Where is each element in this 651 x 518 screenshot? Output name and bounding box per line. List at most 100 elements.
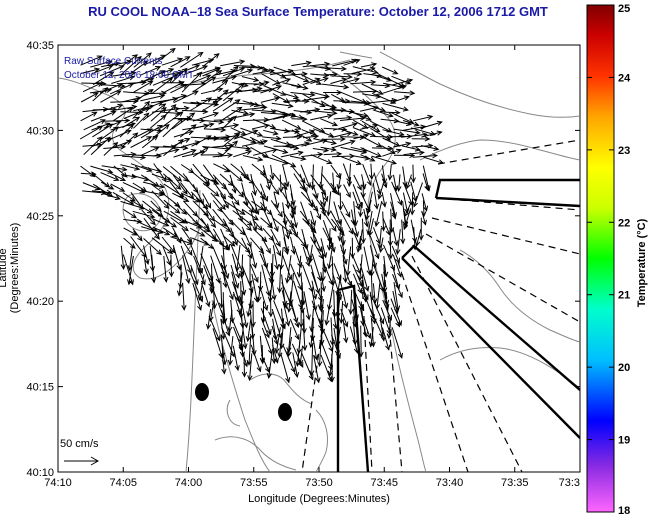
current-vector-arrow xyxy=(291,129,316,138)
current-vector-arrow xyxy=(301,138,328,147)
current-vector-arrow xyxy=(132,228,143,242)
current-vector-arrow xyxy=(163,138,184,157)
current-vector-arrow xyxy=(141,165,163,174)
current-vector-arrow xyxy=(329,353,335,383)
current-vector-arrow xyxy=(222,99,241,112)
contour-south-4 xyxy=(315,409,329,472)
current-vector-arrow xyxy=(171,112,196,130)
current-vector-arrow xyxy=(342,319,349,344)
survey-box-east xyxy=(434,178,580,208)
current-vector-arrow xyxy=(162,173,182,190)
current-vector-arrow xyxy=(200,208,217,229)
current-vector-arrow xyxy=(133,128,153,139)
current-vector-arrow xyxy=(151,190,170,210)
current-vector-arrow xyxy=(240,127,264,137)
current-vector-arrow xyxy=(123,208,138,219)
current-vector-arrow xyxy=(241,237,253,260)
current-vector-arrow xyxy=(421,210,427,226)
current-vector-arrow xyxy=(163,199,181,214)
current-vector-arrow xyxy=(273,191,280,209)
current-vector-arrow xyxy=(333,201,342,226)
current-vector-arrow xyxy=(353,174,362,191)
current-vector-arrow xyxy=(201,100,219,112)
current-vector-arrow xyxy=(317,335,323,368)
current-vector-arrow xyxy=(168,254,175,278)
current-vector-arrow xyxy=(92,123,114,138)
current-vector-arrow xyxy=(132,210,156,219)
current-vector-arrow xyxy=(259,183,269,202)
current-vector-arrow xyxy=(382,299,392,321)
current-vector-arrow xyxy=(190,97,213,111)
current-vector-arrow xyxy=(392,254,402,278)
current-vector-arrow xyxy=(192,74,212,84)
current-vector-arrow xyxy=(324,298,332,326)
current-vector-arrow xyxy=(282,345,296,374)
current-vector-arrow xyxy=(245,318,252,343)
sandy-hook-coast xyxy=(185,189,201,472)
current-vector-arrow xyxy=(212,200,223,213)
current-vector-arrow xyxy=(253,80,270,86)
current-vector-arrow xyxy=(309,343,315,377)
current-vector-arrow xyxy=(286,291,292,313)
current-vector-arrow xyxy=(340,308,349,328)
current-vector-arrow xyxy=(192,76,217,93)
colorbar-tick-label: 24 xyxy=(618,72,631,84)
colorbar-tick-label: 22 xyxy=(618,217,630,229)
current-vector-arrow xyxy=(202,193,212,209)
current-vector-arrow xyxy=(332,309,339,330)
current-vector-arrow xyxy=(246,291,253,318)
current-vector-arrow xyxy=(172,244,182,271)
current-vector-arrow xyxy=(337,192,344,211)
scale-label: 50 cm/s xyxy=(60,438,99,450)
current-vector-arrow xyxy=(359,263,370,292)
current-vector-arrow xyxy=(368,163,375,181)
current-vector-arrow xyxy=(222,164,243,182)
current-vector-arrow xyxy=(291,129,313,142)
current-vector-arrow xyxy=(300,164,311,189)
current-vector-arrow xyxy=(161,111,184,129)
current-vector-arrow xyxy=(130,199,153,214)
current-vector-arrow xyxy=(403,150,425,156)
current-vector-arrow xyxy=(303,291,311,321)
current-vector-arrow xyxy=(382,129,405,137)
current-vector-arrow xyxy=(233,129,259,140)
current-vector-arrow xyxy=(331,334,341,359)
current-vector-arrow xyxy=(292,352,300,379)
current-vector-arrow xyxy=(143,254,149,275)
current-vector-arrow xyxy=(420,145,440,151)
current-vector-arrow xyxy=(359,123,379,130)
current-vector-arrow xyxy=(310,76,329,84)
current-vector-arrow xyxy=(212,123,240,130)
current-vector-arrow xyxy=(382,84,408,94)
current-vector-arrow xyxy=(142,200,164,218)
current-vector-arrow xyxy=(310,154,333,165)
current-vector-arrow xyxy=(386,318,392,340)
current-vector-arrow xyxy=(320,118,339,127)
current-vector-arrow xyxy=(283,218,291,240)
current-vector-arrow xyxy=(240,272,247,296)
current-vector-arrow xyxy=(170,67,188,84)
current-vector-arrow xyxy=(152,47,176,66)
current-vector-arrow xyxy=(231,109,249,116)
current-vector-arrow xyxy=(291,60,312,67)
current-vector-arrow xyxy=(331,139,356,149)
current-vector-arrow xyxy=(420,120,443,129)
current-vector-arrow xyxy=(170,217,189,232)
current-vector-arrow xyxy=(221,115,237,130)
current-vector-arrow xyxy=(418,217,424,241)
current-vector-arrow xyxy=(220,309,231,337)
current-vector-arrow xyxy=(352,191,361,211)
current-vector-arrow xyxy=(423,156,445,165)
current-vector-arrow xyxy=(197,274,205,301)
current-vector-arrow xyxy=(380,307,392,336)
current-vector-arrow xyxy=(202,53,220,67)
current-vector-arrow xyxy=(140,93,166,102)
x-tick-label: 73:40 xyxy=(436,477,464,489)
current-vector-arrow xyxy=(263,129,279,136)
current-vector-arrow xyxy=(260,217,274,229)
current-vector-arrow xyxy=(330,182,340,196)
current-vector-arrow xyxy=(272,112,296,120)
current-vector-arrow xyxy=(252,147,278,156)
current-vector-arrow xyxy=(162,81,185,94)
current-vector-arrow xyxy=(290,155,307,161)
